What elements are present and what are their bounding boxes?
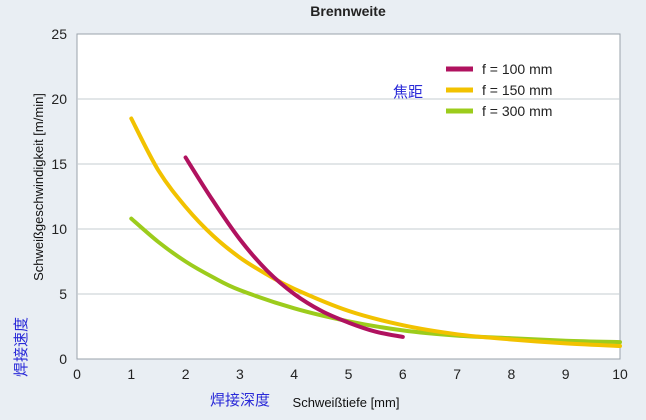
gridlines <box>77 98 620 295</box>
y-tick-label: 5 <box>59 286 67 302</box>
legend-annotation: 焦距 <box>393 83 423 101</box>
x-tick-label: 8 <box>508 366 516 382</box>
x-tick-label: 10 <box>612 366 628 382</box>
y-axis-annotation: 焊接速度 <box>12 317 30 377</box>
series-line-2 <box>129 116 622 348</box>
x-tick-label: 3 <box>236 366 244 382</box>
y-tick-label: 15 <box>51 156 67 172</box>
legend-label: f = 150 mm <box>482 82 552 98</box>
y-tick-label: 20 <box>51 91 67 107</box>
legend-label: f = 100 mm <box>482 61 552 77</box>
x-tick-label: 1 <box>127 366 135 382</box>
x-tick-label: 9 <box>562 366 570 382</box>
x-axis-label: Schweißtiefe [mm] <box>293 395 400 410</box>
x-tick-label: 6 <box>399 366 407 382</box>
x-axis-annotation: 焊接深度 <box>210 391 270 409</box>
legend: f = 100 mm f = 150 mm f = 300 mm <box>446 61 552 119</box>
plot-area <box>76 33 621 360</box>
x-tick-label: 7 <box>453 366 461 382</box>
y-tick-label: 0 <box>59 351 67 367</box>
tick-labels: 0 1 2 3 4 5 6 7 8 9 10 0 5 10 15 20 25 <box>51 26 628 382</box>
x-tick-label: 0 <box>73 366 81 382</box>
x-tick-label: 4 <box>290 366 298 382</box>
y-tick-label: 10 <box>51 221 67 237</box>
series-line-1 <box>183 155 405 339</box>
y-tick-label: 25 <box>51 26 67 42</box>
x-tick-label: 2 <box>182 366 190 382</box>
legend-label: f = 300 mm <box>482 103 552 119</box>
series-lines <box>129 116 622 348</box>
x-tick-label: 5 <box>345 366 353 382</box>
y-axis-label: Schweißgeschwindigkeit [m/min] <box>31 93 46 281</box>
chart-title: Brennweite <box>310 3 386 19</box>
